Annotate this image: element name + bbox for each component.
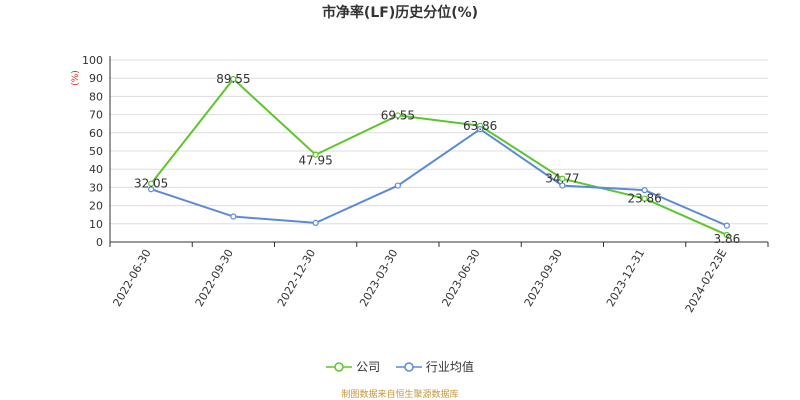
data-point-company	[394, 112, 401, 119]
data-point-company	[641, 195, 648, 202]
y-tick-label: 100	[82, 54, 103, 67]
data-label: 32.05	[134, 177, 168, 191]
series-lines	[148, 75, 730, 239]
x-tick-label: 2022-06-30	[110, 247, 153, 309]
y-axis-unit-label: (%)	[71, 70, 81, 86]
data-label: 47.95	[298, 154, 332, 168]
x-tick-label: 2024-02-23E	[683, 247, 730, 315]
data-point-industry	[477, 126, 484, 133]
data-point-company	[312, 151, 319, 158]
axes	[109, 56, 769, 247]
data-point-company	[559, 175, 566, 182]
y-tick-label: 30	[89, 181, 103, 194]
x-tick-label: 2023-06-30	[439, 247, 482, 309]
legend-item-industry[interactable]: 行业均值	[395, 358, 474, 375]
data-source-note: 制图数据来自恒生聚源数据库	[341, 390, 459, 400]
data-label: 63.86	[463, 119, 497, 133]
data-point-industry	[641, 187, 648, 194]
x-tick-label: 2023-12-31	[604, 247, 647, 309]
data-point-industry	[230, 213, 237, 220]
data-point-industry	[723, 222, 730, 229]
y-tick-label: 90	[89, 72, 103, 85]
legend-item-company[interactable]: 公司	[326, 358, 380, 375]
y-tick-label: 0	[96, 236, 103, 249]
y-tick-label: 40	[89, 163, 103, 176]
data-point-company	[723, 231, 730, 239]
data-label: 34.77	[545, 172, 579, 186]
y-tick-label: 60	[89, 127, 103, 140]
data-point-company	[230, 75, 237, 83]
x-tick-labels: 2022-06-30 2022-09-30 2022-12-30 2023-03-30…	[110, 247, 729, 315]
y-tick-label: 50	[89, 145, 103, 158]
data-label: 3.86	[714, 232, 741, 246]
x-tick-label: 2023-09-30	[522, 247, 565, 309]
chart-title: 市净率(LF)历史分位(%)	[322, 4, 478, 21]
grid-lines	[110, 59, 768, 225]
data-point-industry	[148, 186, 155, 193]
x-tick-label: 2023-03-30	[357, 247, 400, 309]
data-label: 69.55	[381, 108, 415, 122]
y-tick-label: 10	[89, 218, 103, 231]
legend-marker-industry-icon	[395, 361, 422, 372]
y-tick-label: 20	[89, 200, 103, 213]
x-tick-label: 2022-12-30	[275, 247, 318, 309]
series-line-industry	[150, 127, 728, 227]
series-line-company	[150, 77, 728, 236]
legend: 公司 行业均值	[0, 358, 800, 376]
legend-label-company: 公司	[356, 360, 381, 374]
data-label: 89.55	[216, 72, 250, 86]
data-point-industry	[312, 219, 319, 226]
legend-marker-company-icon	[326, 361, 353, 372]
data-label: 23.86	[627, 192, 661, 206]
data-point-industry	[559, 182, 566, 189]
y-tick-label: 70	[89, 109, 103, 122]
x-tick-label: 2022-09-30	[193, 247, 236, 309]
data-labels: 32.05 89.55 47.95 69.55 63.86 34.77 23.86 3.86	[134, 72, 740, 246]
y-tick-label: 80	[89, 90, 103, 103]
legend-label-industry: 行业均值	[425, 360, 474, 374]
data-point-industry	[394, 182, 401, 189]
y-tick-labels: 0 10 20 30 40 50 60 70 80 90 100	[82, 54, 103, 249]
